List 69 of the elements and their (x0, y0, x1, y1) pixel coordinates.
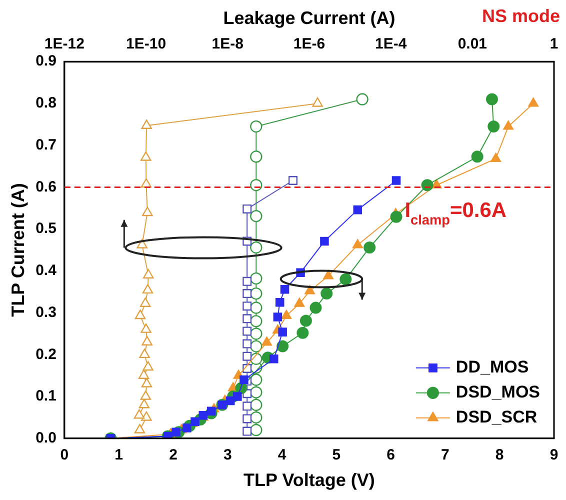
x-tick-label: 7 (441, 446, 450, 464)
x-tick-label: 6 (386, 446, 395, 464)
legend-label: DSD_MOS (456, 382, 540, 402)
y-tick-label: 0.8 (36, 94, 56, 112)
x-tick-label: 4 (278, 446, 287, 464)
point (323, 270, 334, 280)
y-tick-label: 0.4 (36, 262, 58, 280)
point (233, 392, 242, 401)
legend-label: DSD_SCR (456, 408, 538, 427)
x2-tick-label: 1E-8 (212, 36, 244, 53)
point (278, 328, 287, 336)
point (488, 120, 500, 132)
point (471, 150, 484, 163)
point (262, 336, 272, 346)
point (320, 288, 333, 300)
x-tick-label: 3 (223, 446, 232, 464)
y-tick-label: 0.7 (36, 136, 56, 154)
x2-axis-title: Leakage Current (A) (223, 8, 396, 28)
point (206, 406, 216, 416)
x2-tick-label: 1 (550, 36, 558, 53)
y-tick-label: 0.0 (36, 430, 56, 447)
point (172, 428, 180, 437)
point (320, 236, 329, 246)
point (486, 93, 498, 106)
point (190, 417, 200, 426)
point (490, 152, 502, 162)
x2-tick-label: 1E-4 (374, 36, 408, 53)
point (340, 273, 352, 286)
x2-tick-label: 1E-6 (293, 36, 326, 53)
point (352, 238, 363, 248)
point (296, 326, 309, 339)
point (364, 241, 376, 254)
point (281, 310, 292, 319)
y-tick-label: 0.3 (36, 304, 56, 321)
x-tick-label: 2 (169, 446, 178, 464)
point (528, 97, 539, 107)
point (503, 120, 514, 130)
point (273, 312, 282, 322)
point (310, 302, 322, 314)
x-tick-label: 1 (114, 446, 124, 464)
y-tick-label: 0.1 (36, 388, 56, 405)
x-tick-label: 9 (550, 446, 558, 464)
y-axis-title: TLP Current (A) (8, 183, 28, 317)
x2-tick-label: 1E-10 (126, 36, 166, 53)
y-tick-label: 0.5 (36, 220, 56, 238)
point (294, 298, 305, 307)
point (280, 284, 290, 294)
point (182, 424, 192, 432)
x2-tick-label: 0.01 (458, 36, 488, 53)
point (390, 210, 402, 223)
text: NS mode (482, 6, 560, 26)
x-tick-label: 5 (332, 446, 341, 464)
point (275, 298, 284, 307)
x-tick-label: 0 (60, 446, 69, 464)
point (421, 179, 434, 192)
point (276, 340, 289, 352)
y-tick-label: 0.2 (36, 346, 56, 363)
x-axis-title: TLP Voltage (V) (244, 470, 375, 490)
point (392, 176, 401, 185)
point (240, 375, 248, 384)
point (269, 354, 278, 364)
point (353, 205, 362, 214)
point (304, 285, 316, 294)
legend-label: DD_MOS (456, 358, 529, 377)
x2-tick-label: 1E-12 (44, 36, 84, 53)
y-tick-label: 0.6 (36, 178, 56, 196)
x-tick-label: 8 (495, 446, 504, 464)
point (300, 314, 312, 327)
y-tick-label: 0.9 (36, 52, 56, 70)
